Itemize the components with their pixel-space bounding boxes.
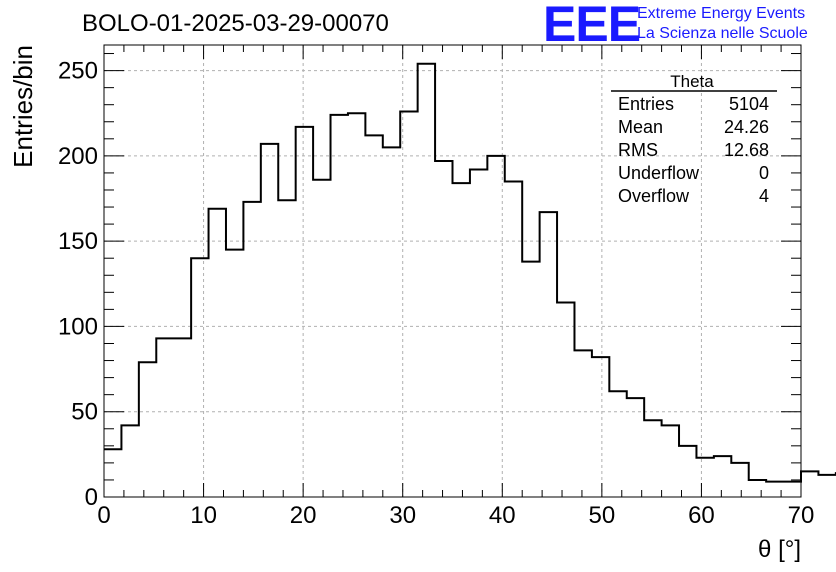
histogram-bin bbox=[191, 258, 208, 497]
histogram-bin bbox=[714, 456, 731, 497]
histogram-bin bbox=[209, 209, 226, 497]
histogram-series bbox=[104, 62, 836, 497]
stats-row-label: Entries bbox=[618, 94, 674, 114]
histogram-bin bbox=[749, 480, 766, 497]
histogram-bin bbox=[696, 458, 713, 497]
logo-caption-line2: La Scienza nelle Scuole bbox=[637, 25, 808, 42]
histogram-bin bbox=[818, 475, 835, 497]
stats-row-label: Overflow bbox=[618, 186, 690, 206]
histogram-bin bbox=[243, 202, 260, 497]
grid bbox=[104, 45, 801, 497]
x-tick-label: 50 bbox=[589, 502, 616, 529]
histogram-bin bbox=[365, 135, 382, 497]
x-tick-label: 0 bbox=[97, 502, 110, 529]
histogram-bin bbox=[400, 112, 417, 497]
y-tick-label: 100 bbox=[58, 313, 98, 340]
x-tick-label: 40 bbox=[489, 502, 516, 529]
histogram-bin bbox=[801, 471, 818, 497]
histogram-bin bbox=[505, 181, 522, 497]
stats-row-label: RMS bbox=[618, 140, 658, 160]
histogram-bin bbox=[627, 398, 644, 497]
histogram-bin bbox=[679, 446, 696, 497]
histogram-bin bbox=[331, 115, 348, 497]
stats-row-label: Underflow bbox=[618, 163, 700, 183]
x-tick-label: 30 bbox=[389, 502, 416, 529]
stats-row-value: 24.26 bbox=[724, 117, 769, 137]
stats-row-value: 5104 bbox=[729, 94, 769, 114]
y-tick-label: 0 bbox=[85, 484, 98, 511]
histogram-bin bbox=[574, 350, 591, 497]
plot-frame bbox=[103, 44, 802, 498]
y-tick-label: 50 bbox=[71, 399, 98, 426]
histogram-bin bbox=[348, 113, 365, 497]
histogram-bin bbox=[226, 250, 243, 497]
histogram-bin bbox=[139, 362, 156, 497]
x-tick-label: 70 bbox=[788, 502, 815, 529]
histogram-bin bbox=[296, 127, 313, 497]
x-tick-label: 60 bbox=[688, 502, 715, 529]
histogram-bin bbox=[522, 262, 539, 497]
histogram-bin bbox=[313, 180, 330, 497]
histogram-bin bbox=[609, 391, 626, 497]
stats-row-value: 4 bbox=[759, 186, 769, 206]
axis-ticks bbox=[103, 45, 802, 498]
histogram-bin bbox=[470, 170, 487, 497]
histogram-bin bbox=[174, 338, 191, 497]
histogram-bin bbox=[784, 482, 801, 497]
eee-logo: EEE bbox=[543, 0, 641, 52]
stats-title: Theta bbox=[670, 72, 714, 91]
histogram-outline bbox=[104, 62, 836, 483]
histogram-bin bbox=[383, 147, 400, 497]
y-axis-label: Entries/bin bbox=[8, 45, 38, 168]
histogram-bin bbox=[557, 303, 574, 497]
x-tick-label: 10 bbox=[190, 502, 217, 529]
histogram-bin bbox=[487, 156, 504, 497]
stats-row-label: Mean bbox=[618, 117, 663, 137]
histogram-bin bbox=[453, 183, 470, 497]
x-tick-label: 20 bbox=[290, 502, 317, 529]
histogram-bin bbox=[121, 425, 138, 497]
histogram-bin bbox=[418, 64, 435, 497]
stats-box: Theta Entries 5104 Mean 24.26 RMS 12.68 Underf… bbox=[611, 72, 777, 206]
histogram-bin bbox=[644, 420, 661, 497]
y-tick-label: 150 bbox=[58, 228, 98, 255]
logo-caption-line1: Extreme Energy Events bbox=[637, 5, 806, 22]
histogram-bin bbox=[662, 425, 679, 497]
histogram-bin bbox=[156, 338, 173, 497]
y-tick-label: 200 bbox=[58, 143, 98, 170]
x-axis-label: θ [°] bbox=[758, 536, 801, 563]
histogram-bin bbox=[261, 144, 278, 497]
histogram-bin bbox=[592, 357, 609, 497]
histogram-bin bbox=[104, 449, 121, 497]
y-tick-label: 250 bbox=[58, 58, 98, 85]
histogram-bin bbox=[435, 161, 452, 497]
histogram-bin bbox=[540, 212, 557, 497]
histogram-title: BOLO-01-2025-03-29-00070 bbox=[82, 10, 389, 37]
histogram-bin bbox=[731, 463, 748, 497]
stats-row-value: 12.68 bbox=[724, 140, 769, 160]
histogram-bin bbox=[278, 200, 295, 497]
stats-row-value: 0 bbox=[759, 163, 769, 183]
